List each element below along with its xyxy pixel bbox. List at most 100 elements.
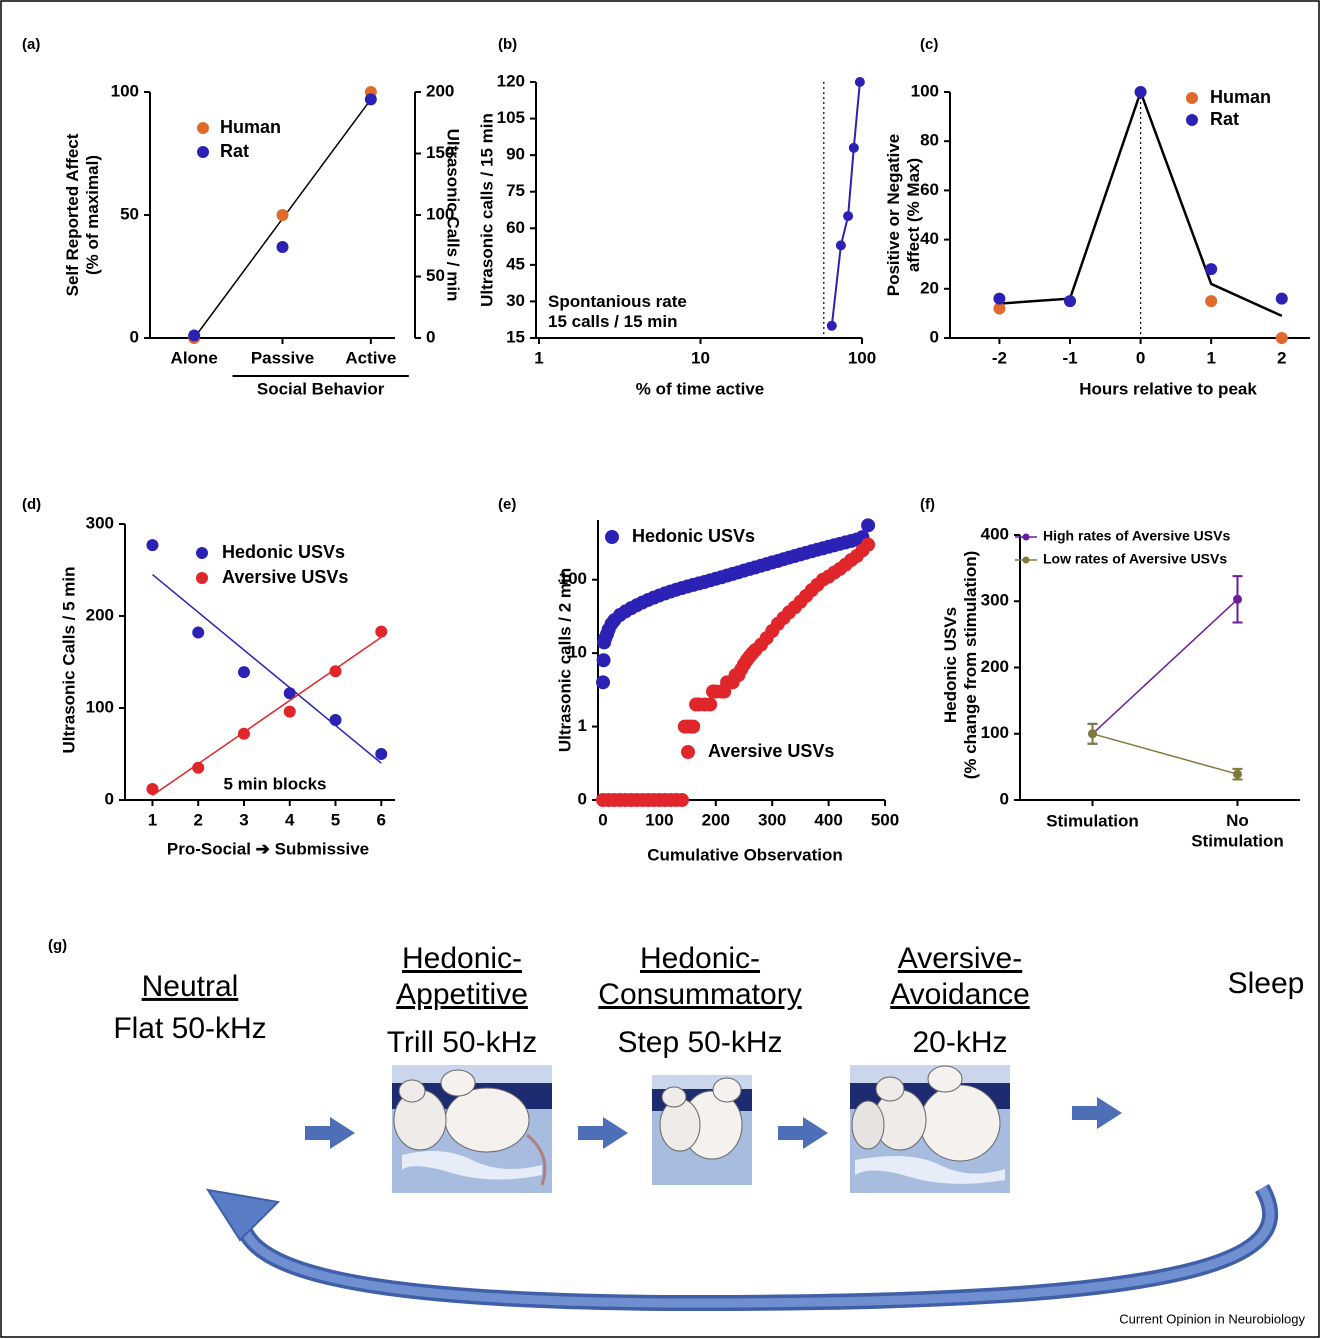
point (674, 793, 689, 807)
y-tick-label: 60 (920, 180, 939, 199)
x-tick-label: -1 (1062, 348, 1077, 367)
y-tick-label: 0 (578, 789, 587, 808)
point (237, 727, 250, 740)
rat-picture (652, 1075, 752, 1185)
point (146, 539, 159, 552)
legend-marker (1022, 556, 1030, 564)
legend-label: Aversive USVs (708, 741, 834, 761)
legend-marker (197, 146, 209, 158)
point (1134, 86, 1147, 98)
state-call: Step 50-kHz (617, 1026, 782, 1059)
y-tick-label: 300 (86, 513, 114, 532)
panel-label: (f) (920, 496, 935, 513)
y-tick-label: 100 (911, 81, 939, 100)
point (237, 666, 250, 679)
point (1275, 332, 1288, 344)
x-tick-label: Stimulation (1046, 811, 1139, 830)
y-tick-label: 400 (981, 524, 1009, 543)
state-call: Trill 50-kHz (387, 1026, 538, 1059)
credit: Current Opinion in Neurobiology (1119, 1311, 1305, 1326)
point (276, 209, 289, 221)
point (826, 320, 837, 331)
x-tick-label: -2 (992, 348, 1007, 367)
legend-label: High rates of Aversive USVs (1043, 528, 1230, 544)
legend-marker (681, 745, 695, 759)
point (1205, 263, 1218, 276)
y-tick-label: 0 (105, 789, 114, 808)
y-tick-label: 45 (506, 254, 525, 273)
point (596, 675, 610, 690)
panel-label: (e) (498, 496, 516, 513)
y-tick-label: 200 (86, 605, 114, 624)
y-tick-label: 10 (568, 643, 587, 662)
y-tick-label: 0 (930, 327, 939, 346)
x-axis-label: Hours relative to peak (1079, 379, 1257, 398)
state-name: Sleep (1228, 967, 1305, 1000)
y-tick-label: 50 (426, 266, 445, 285)
legend-label: Hedonic USVs (222, 542, 345, 562)
y2-axis-label: Ultrasonic Calls / min (444, 129, 463, 302)
y-tick-label: 100 (981, 723, 1009, 742)
arrows (305, 1097, 1122, 1149)
cycle-arrow (205, 1184, 1279, 1312)
x-tick-label: 100 (645, 810, 673, 829)
x-tick-label: 6 (377, 810, 386, 829)
y-tick-label: 100 (86, 697, 114, 716)
point (835, 240, 846, 251)
legend-label: Human (1210, 87, 1271, 107)
y-tick-label: 30 (506, 291, 525, 310)
x-tick-label: 400 (814, 810, 842, 829)
y-tick-label: 90 (506, 145, 525, 164)
point (703, 697, 718, 712)
y-tick-label: 120 (497, 71, 525, 90)
point (276, 240, 289, 253)
point (188, 329, 201, 342)
x-tick-label: 0 (598, 810, 607, 829)
y-tick-label: 100 (559, 569, 587, 588)
point (993, 292, 1006, 305)
y-tick-label: 100 (426, 204, 454, 223)
x-tick-label: Passive (251, 348, 314, 367)
panel-label: (c) (920, 36, 938, 53)
point (375, 625, 388, 638)
point (843, 211, 854, 222)
x-tick-label: 300 (758, 810, 786, 829)
point (192, 761, 205, 774)
y-tick-label: 1 (578, 716, 587, 735)
x-axis-label: % of time active (636, 379, 765, 398)
point (283, 705, 296, 718)
legend-marker (197, 122, 209, 134)
point (861, 537, 876, 552)
x-tick-label: Active (345, 348, 396, 367)
point (848, 142, 859, 153)
point (375, 748, 388, 760)
y-axis-label: Hedonic USVs(% change from stimulation) (941, 551, 980, 780)
y-axis-label: Ultrasonic calls / 2 min (555, 568, 574, 752)
fit-line (152, 574, 382, 764)
state-call: 20-kHz (912, 1026, 1007, 1059)
x-tick-label: 200 (702, 810, 730, 829)
y-tick-label: 60 (506, 218, 525, 237)
y-tick-label: 100 (111, 81, 139, 100)
point (1205, 295, 1218, 308)
legend-label: Human (220, 117, 281, 137)
x-tick-label: 10 (691, 348, 710, 367)
legend-label: Rat (220, 141, 249, 161)
annotation: Spontanious rate 15 calls / 15 min (548, 292, 687, 331)
point (993, 302, 1006, 315)
x-tick-label: No Stimulation (1191, 811, 1284, 850)
legend-label: Hedonic USVs (632, 526, 755, 546)
y-tick-label: 0 (426, 327, 435, 346)
group-label: Social Behavior (257, 379, 385, 398)
panel-label: (a) (22, 36, 40, 53)
state-name: Neutral (142, 970, 239, 1003)
point (1064, 295, 1076, 308)
point (146, 782, 159, 795)
y-tick-label: 15 (506, 327, 525, 346)
x-tick-label: 2 (1277, 348, 1286, 367)
x-axis-label: Pro-Social ➔ Submissive (167, 839, 369, 858)
point (1233, 769, 1242, 779)
state-name: Aversive-Avoidance (890, 942, 1030, 1011)
x-tick-label: Alone (171, 348, 218, 367)
point (596, 653, 611, 668)
